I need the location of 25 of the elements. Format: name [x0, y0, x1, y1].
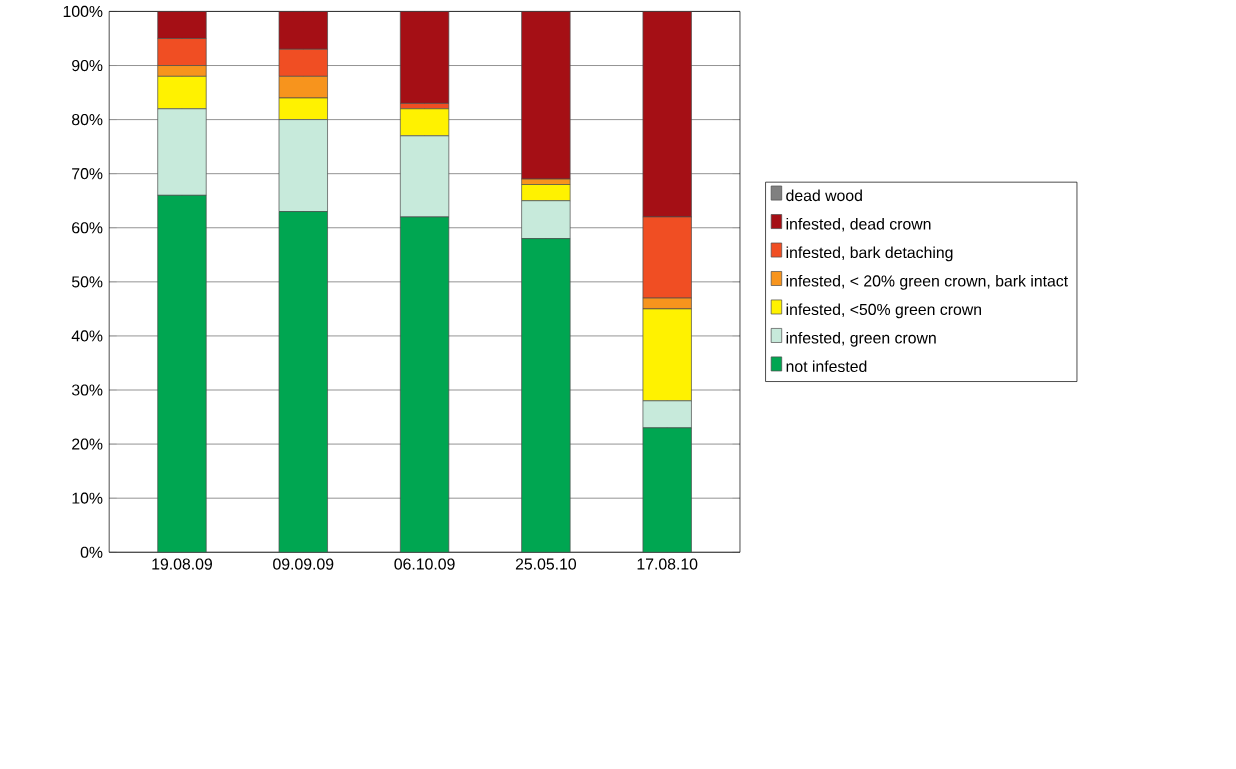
x-tick-label: 09.09.09: [273, 558, 334, 570]
y-tick-label: 60%: [72, 222, 103, 234]
legend-label: infested, green crown: [786, 332, 936, 347]
legend-label: dead wood: [786, 189, 862, 202]
bar: [521, 11, 571, 180]
y-tick-label: 20%: [72, 438, 103, 450]
y-tick-label: 70%: [72, 168, 103, 180]
y-tick-label: 100%: [63, 6, 103, 18]
legend-label: infested, < 20% green crown, bark intact: [786, 275, 1068, 290]
x-tick-label: 25.05.10: [515, 558, 577, 570]
y-tick-label: 50%: [71, 276, 103, 288]
x-tick-label: 19.08.09: [152, 558, 212, 570]
y-tick-label: 90%: [72, 60, 103, 72]
legend-label: not infested: [786, 360, 867, 373]
x-tick-label: 06.10.09: [394, 558, 455, 570]
y-tick-label: 80%: [72, 114, 103, 126]
x-tick-label: 17.08.10: [637, 558, 698, 570]
bar: [399, 11, 450, 104]
y-tick-label: 40%: [71, 330, 103, 342]
legend-label: infested, bark detaching: [786, 246, 953, 262]
legend-label: infested, dead crown: [786, 218, 931, 232]
y-tick-label: 30%: [71, 384, 103, 396]
legend-label: infested, <50% green crown: [786, 303, 981, 319]
y-tick-label: 0%: [80, 546, 103, 559]
y-tick-label: 10%: [72, 492, 103, 504]
